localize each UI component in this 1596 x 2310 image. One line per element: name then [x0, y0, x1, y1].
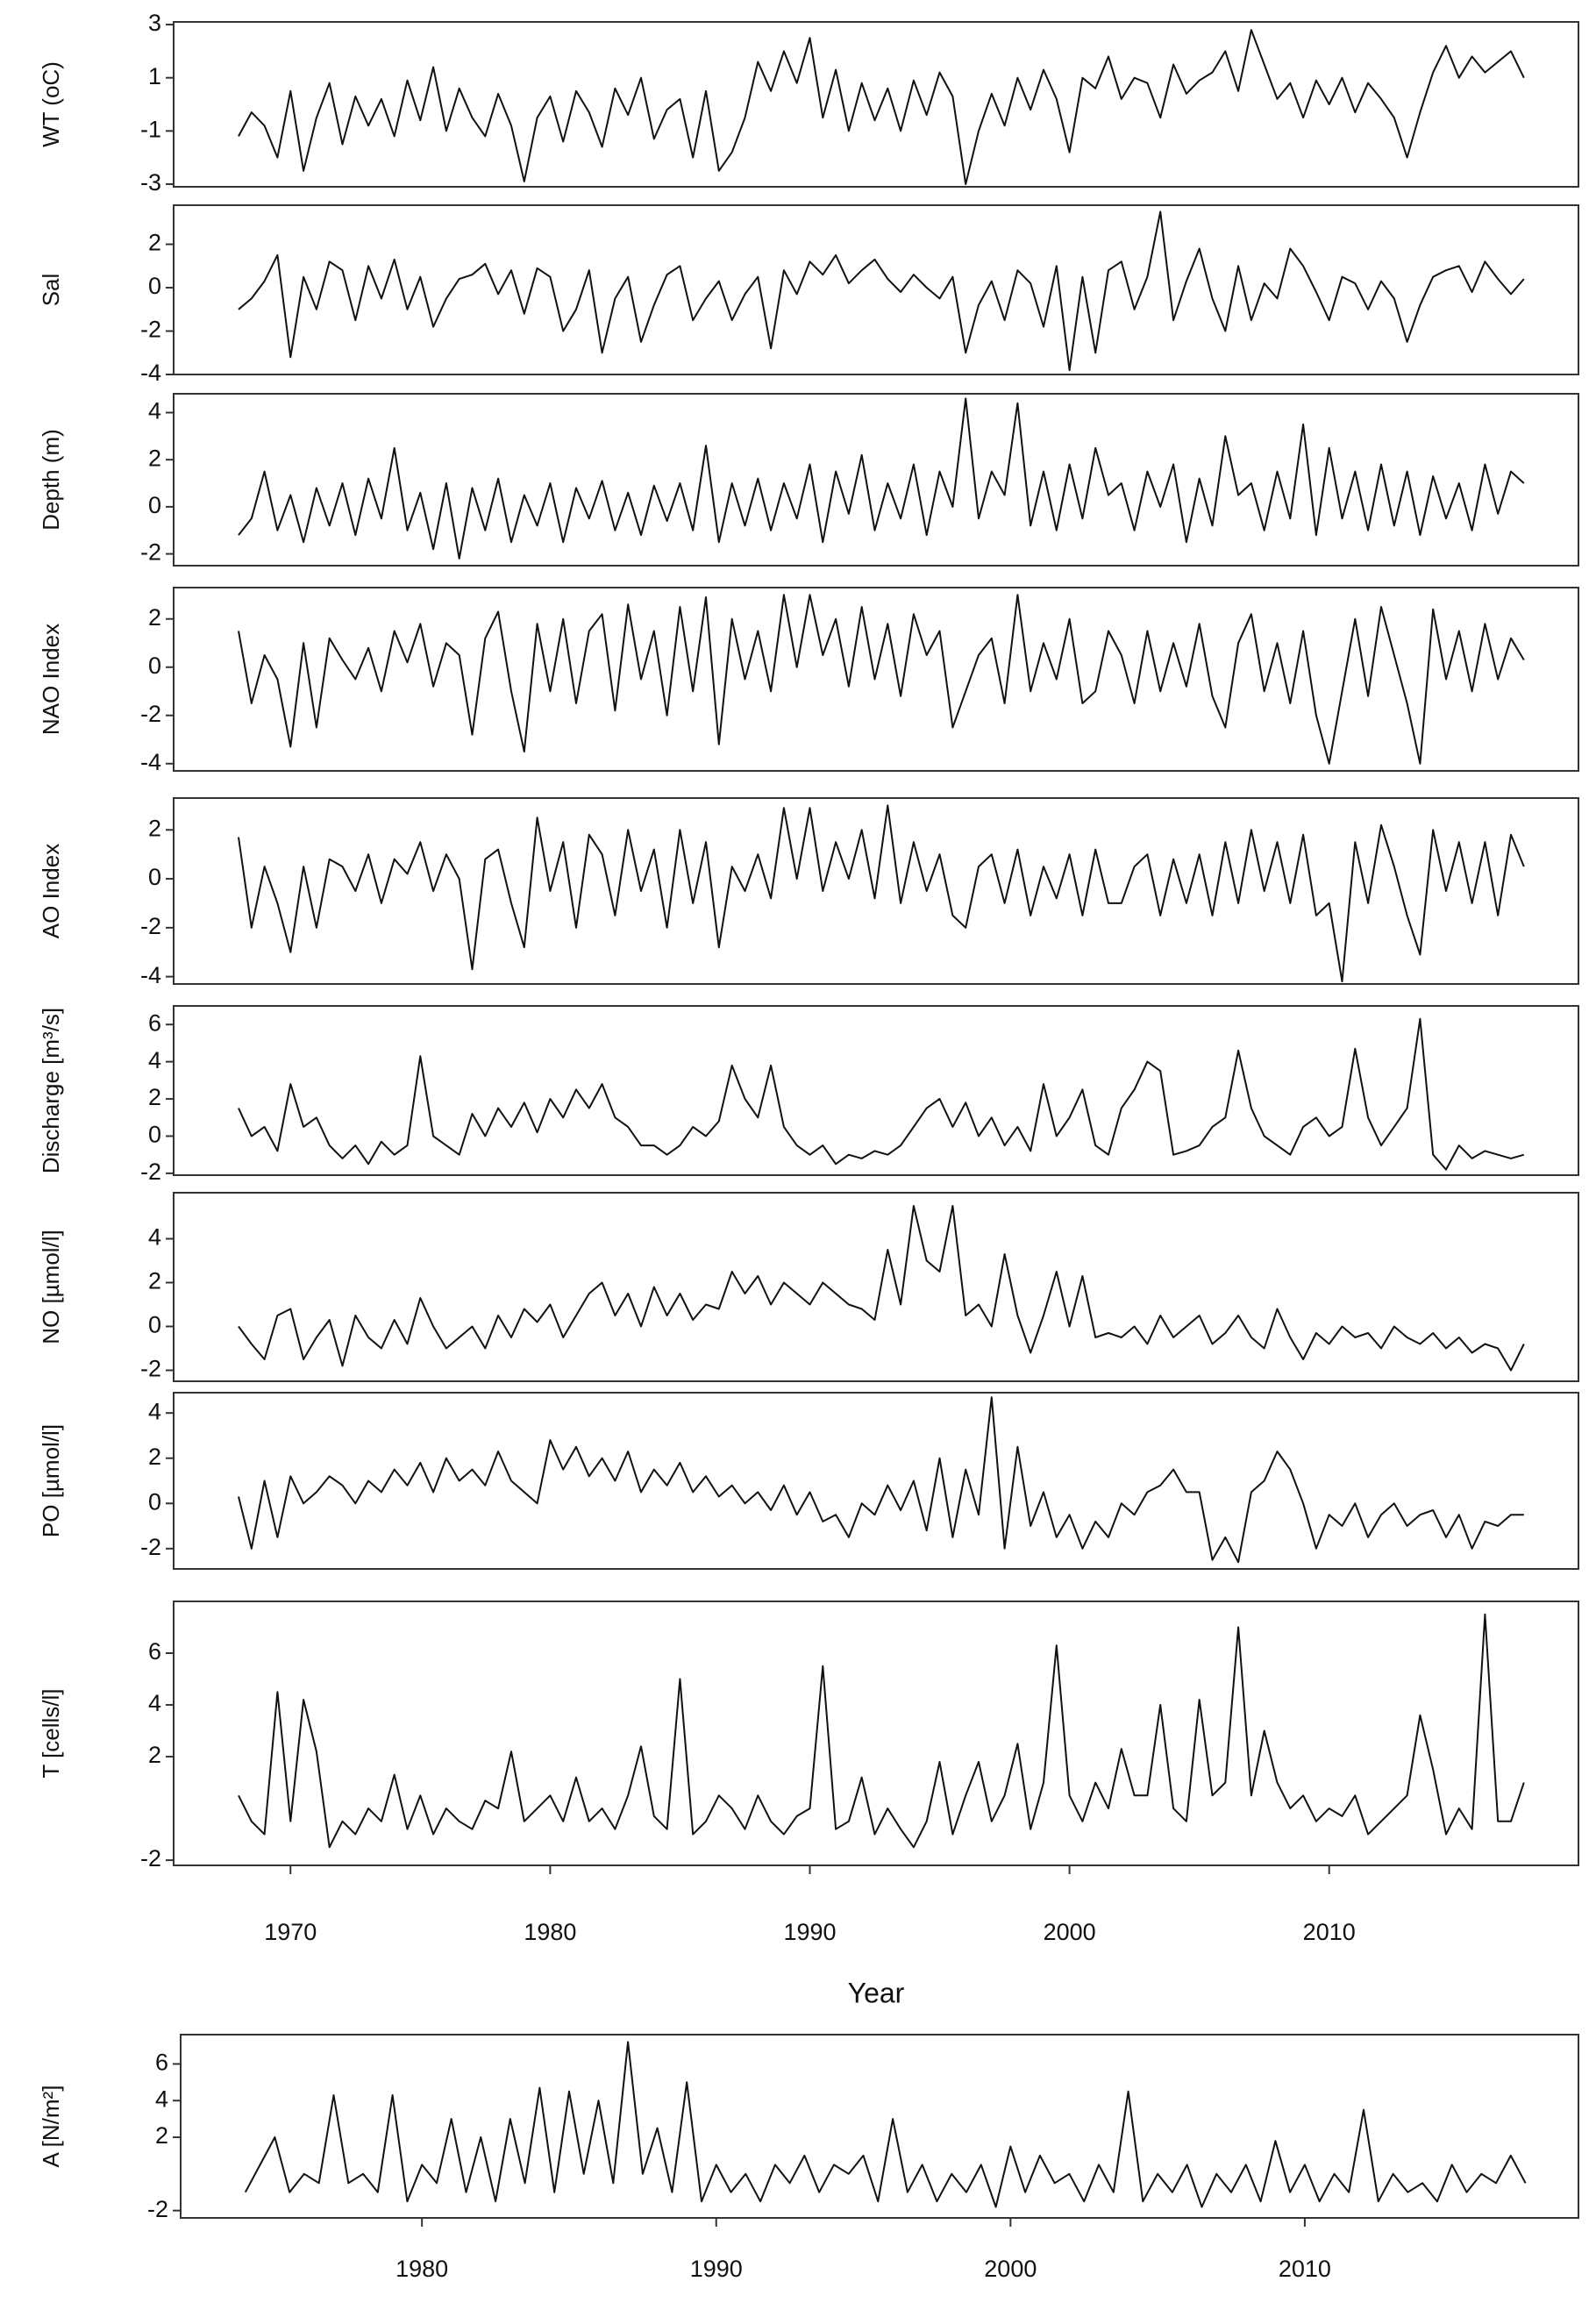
panel-frame	[173, 1601, 1579, 1866]
y-axis-label: T [cells/l]	[38, 1688, 64, 1778]
y-tick-label: -2	[140, 1534, 161, 1560]
y-tick-label: -2	[140, 1356, 161, 1382]
y-tick-label: 2	[148, 230, 161, 256]
x-tick-label: 2010	[1279, 2256, 1331, 2282]
y-tick-label: -2	[140, 317, 161, 343]
y-tick-label: -4	[140, 962, 161, 988]
y-tick-label: 2	[148, 445, 161, 471]
y-tick-label: 2	[148, 1742, 161, 1768]
panel-frame	[180, 2034, 1579, 2219]
y-tick-label: 4	[148, 1690, 161, 1716]
y-tick-label: 4	[148, 1047, 161, 1073]
y-tick-label: 6	[155, 2050, 168, 2076]
x-tick-label: 2010	[1303, 1919, 1356, 1945]
x-tick-label: 1990	[783, 1919, 836, 1945]
y-tick-label: -2	[140, 1159, 161, 1185]
y-axis-label: Depth (m)	[38, 429, 64, 531]
panel-frame	[173, 21, 1579, 188]
y-tick-label: 2	[148, 1268, 161, 1294]
y-tick-label: 0	[148, 864, 161, 890]
y-tick-label: 0	[148, 1312, 161, 1338]
y-tick-label: -2	[140, 1845, 161, 1872]
series-line	[238, 1613, 1525, 1849]
y-tick-label: 4	[148, 398, 161, 424]
y-tick-label: 4	[155, 2085, 168, 2112]
series-line	[244, 2041, 1527, 2208]
y-tick-label: 0	[148, 652, 161, 679]
y-tick-label: 2	[148, 815, 161, 841]
panel-frame	[173, 1192, 1579, 1382]
x-tick-label: 1990	[690, 2256, 743, 2282]
y-tick-label: 3	[148, 10, 161, 36]
series-line	[238, 594, 1525, 765]
series-line	[238, 1017, 1525, 1171]
y-tick-label: -2	[140, 913, 161, 939]
y-tick-label: -3	[140, 169, 161, 196]
series-line	[238, 29, 1525, 185]
y-tick-label: 1	[148, 63, 161, 89]
y-tick-label: 2	[148, 604, 161, 631]
y-axis-label: NAO Index	[38, 624, 64, 735]
x-tick-label: 2000	[984, 2256, 1037, 2282]
y-tick-label: 0	[148, 1488, 161, 1515]
y-axis-label: AO Index	[38, 844, 64, 938]
panel-frame	[173, 393, 1579, 567]
panel-frame	[173, 1392, 1579, 1570]
y-axis-label: WT (oC)	[38, 61, 64, 147]
y-axis-label: A [N/m²]	[38, 2085, 64, 2168]
y-tick-label: 0	[148, 1122, 161, 1148]
y-axis-label: Discharge [m³/s]	[38, 1008, 64, 1173]
x-axis-label: Year	[848, 1977, 905, 2008]
y-axis-label: NO [µmol/l]	[38, 1230, 64, 1344]
y-tick-label: -4	[140, 749, 161, 775]
y-tick-label: 6	[148, 1009, 161, 1036]
y-tick-label: 2	[148, 1444, 161, 1470]
panel-frame	[173, 1005, 1579, 1176]
y-tick-label: -2	[140, 701, 161, 727]
x-tick-label: 1970	[264, 1919, 317, 1945]
series-line	[238, 397, 1525, 560]
y-tick-label: 0	[148, 492, 161, 518]
x-tick-label: 2000	[1044, 1919, 1096, 1945]
y-tick-label: -2	[140, 539, 161, 566]
y-axis-label: PO [µmol/l]	[38, 1424, 64, 1537]
y-tick-label: -4	[140, 360, 161, 386]
y-axis-label: Sal	[38, 274, 64, 307]
x-tick-label: 1980	[395, 2256, 448, 2282]
x-tick-label: 1980	[524, 1919, 576, 1945]
y-tick-label: 6	[148, 1638, 161, 1665]
y-tick-label: -2	[147, 2196, 168, 2222]
y-tick-label: 2	[148, 1084, 161, 1110]
panel-frame	[173, 797, 1579, 985]
y-tick-label: -1	[140, 116, 161, 142]
series-line	[238, 1396, 1524, 1564]
y-tick-label: 2	[155, 2122, 168, 2149]
panel-frame	[173, 587, 1579, 772]
panel-frame	[173, 204, 1579, 375]
series-line	[238, 1205, 1525, 1372]
y-tick-label: 4	[148, 1224, 161, 1251]
series-line	[238, 210, 1525, 372]
series-line	[238, 804, 1525, 983]
y-tick-label: 0	[148, 273, 161, 299]
y-tick-label: 4	[148, 1398, 161, 1424]
